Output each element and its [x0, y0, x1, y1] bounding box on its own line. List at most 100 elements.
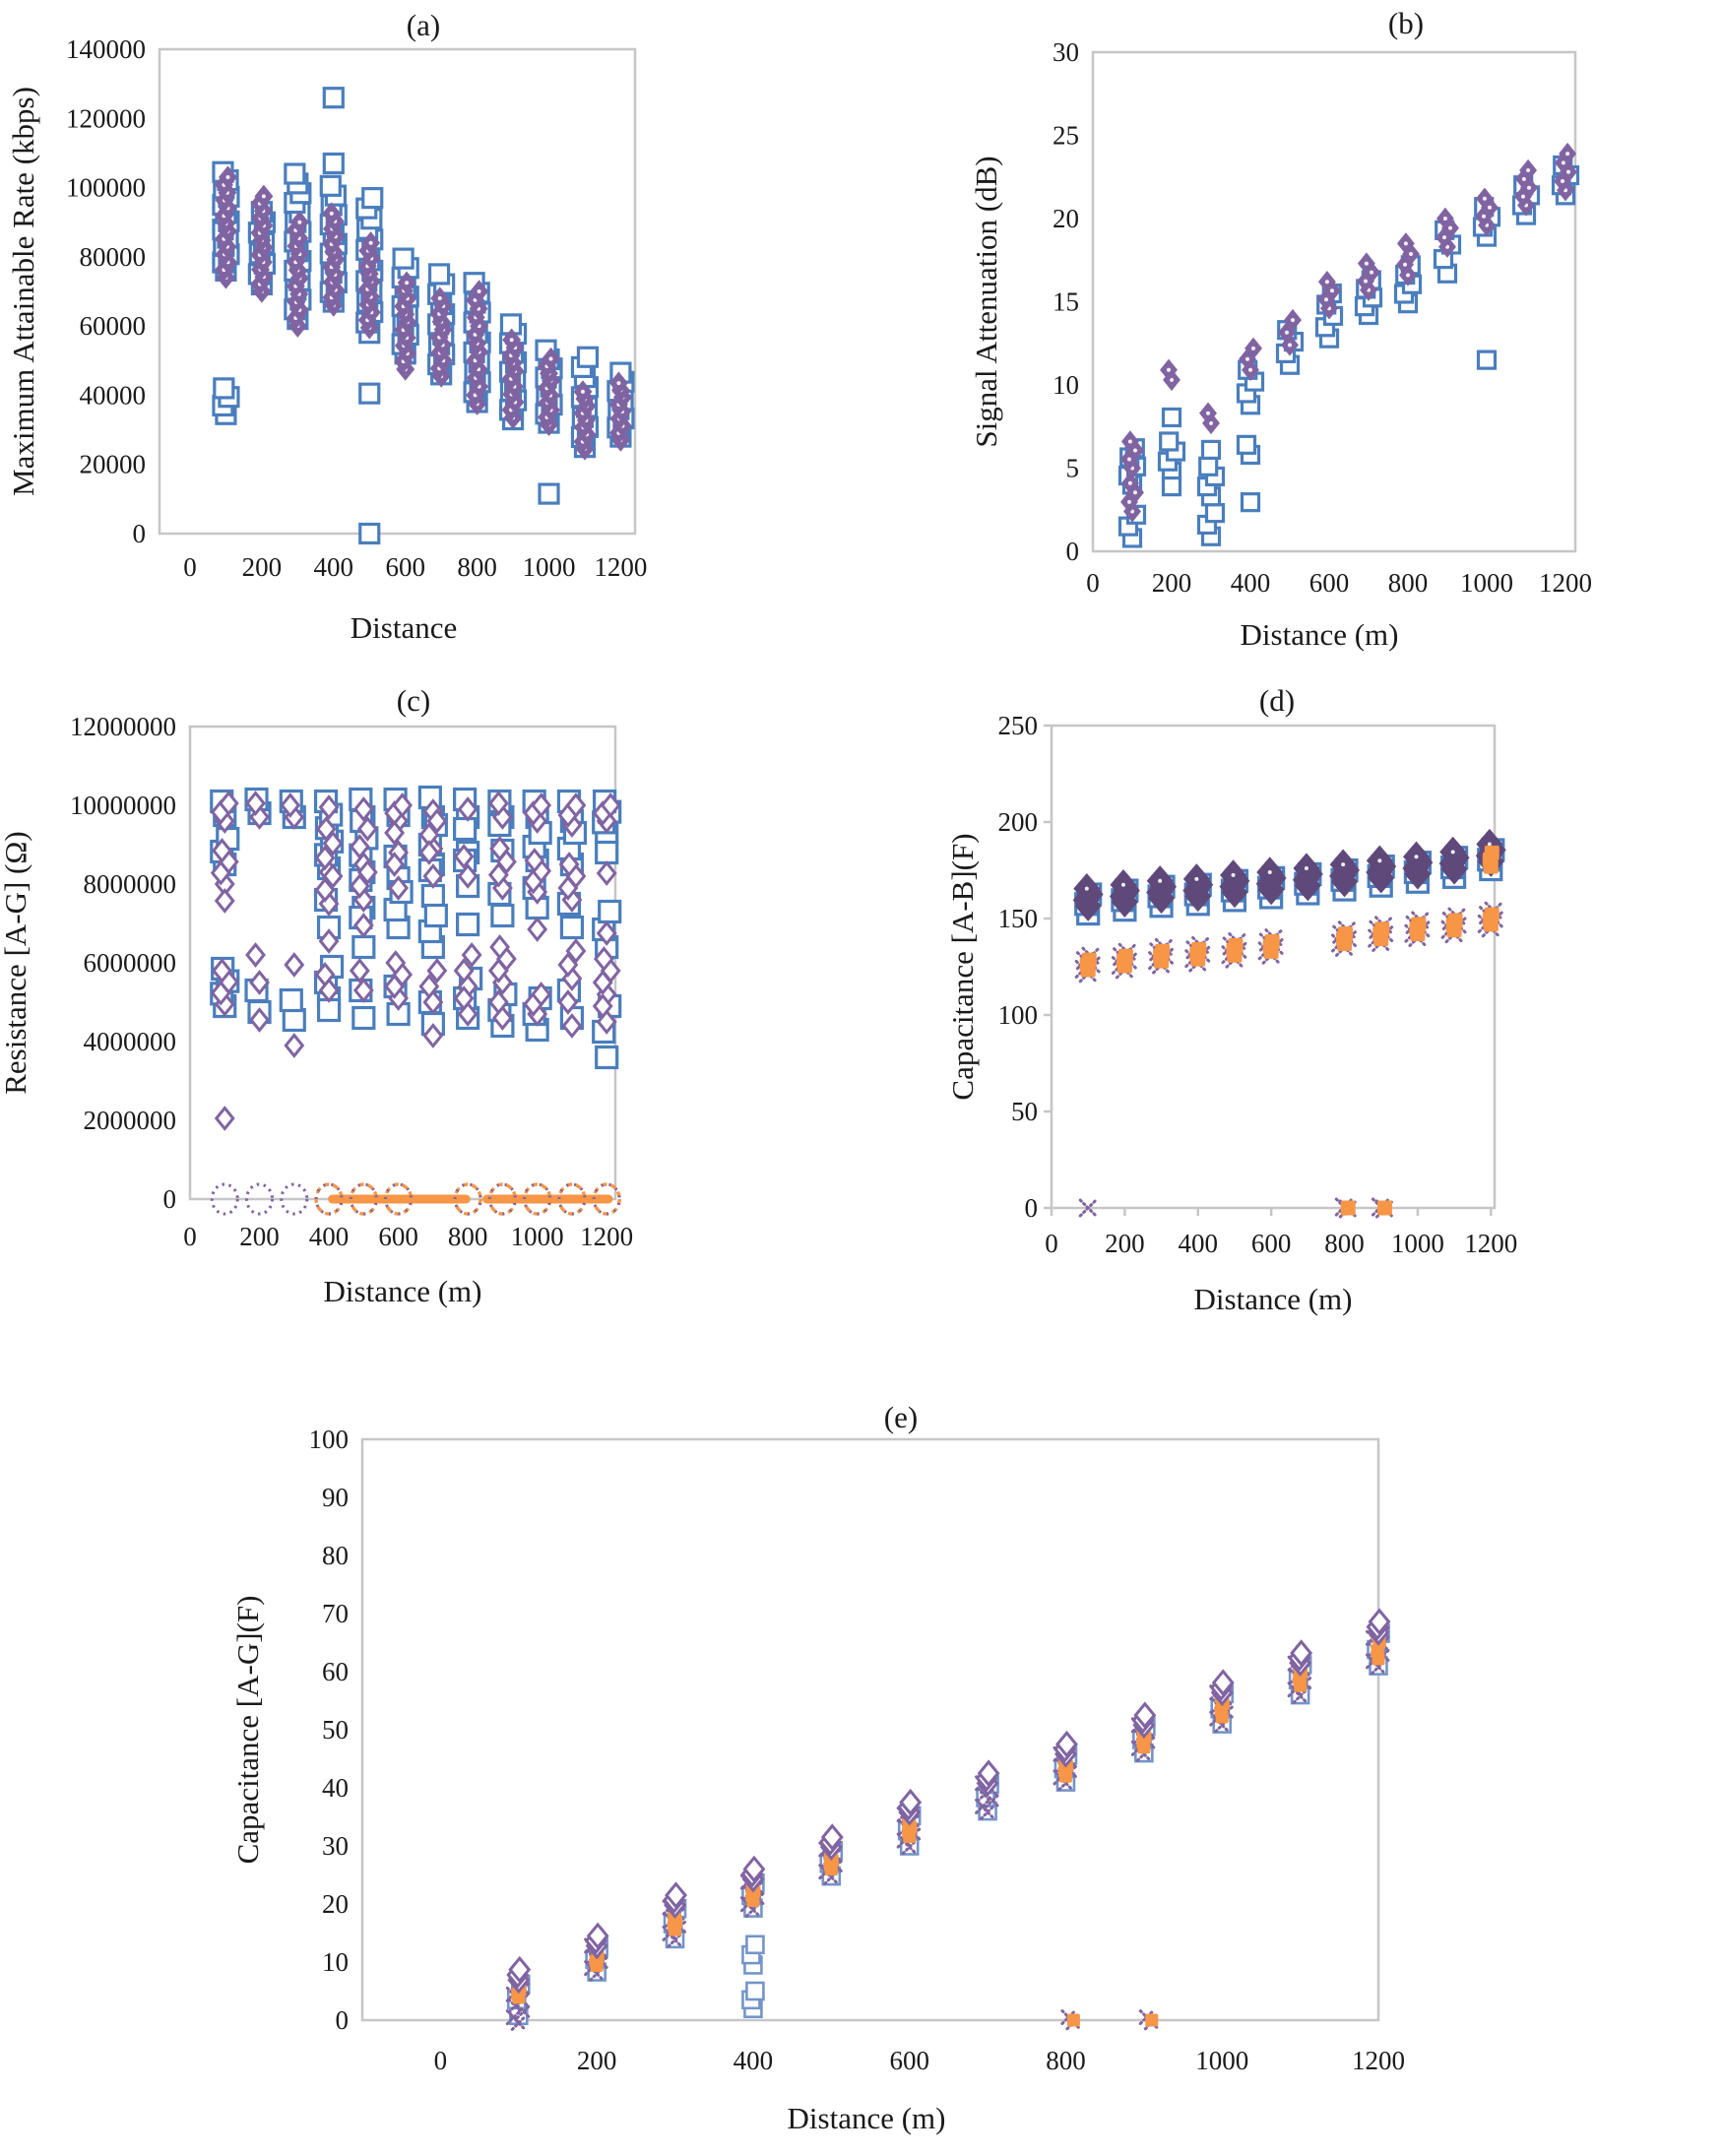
svg-text:30: 30: [1053, 37, 1079, 67]
svg-text:40: 40: [322, 1773, 349, 1803]
svg-text:50: 50: [1011, 1097, 1038, 1126]
plot-border: [1050, 724, 1497, 1210]
svg-text:800: 800: [1046, 2046, 1086, 2075]
svg-text:25: 25: [1053, 121, 1079, 151]
svg-text:1200: 1200: [594, 552, 647, 582]
svg-text:0: 0: [163, 1184, 177, 1214]
svg-text:1200: 1200: [1539, 568, 1592, 598]
svg-text:0: 0: [133, 519, 147, 548]
svg-text:400: 400: [1179, 1229, 1219, 1258]
svg-text:1000: 1000: [1460, 568, 1513, 598]
svg-text:100: 100: [309, 1425, 350, 1454]
x-axis-label: Distance (m): [1241, 617, 1399, 652]
svg-text:15: 15: [1053, 287, 1079, 317]
plot-border: [1091, 50, 1577, 553]
x-axis-label: Distance (m): [324, 1274, 482, 1308]
chart-a: 0200004000060000800001000001200001400000…: [6, 8, 647, 645]
svg-text:5: 5: [1066, 454, 1080, 483]
series-vdsl-squares: [212, 87, 635, 545]
y-axis-label: Capacitance [A-G](F): [230, 1596, 265, 1865]
panel-title: (d): [1259, 683, 1295, 718]
panel-title: (b): [1388, 6, 1424, 40]
x-axis-label: Distance (m): [1194, 1282, 1353, 1316]
svg-text:200: 200: [998, 807, 1039, 837]
svg-text:0: 0: [183, 552, 197, 582]
svg-text:1000: 1000: [511, 1222, 564, 1251]
svg-text:0: 0: [1086, 568, 1100, 598]
svg-text:0: 0: [434, 2046, 448, 2075]
svg-text:600: 600: [385, 552, 425, 582]
svg-text:140000: 140000: [66, 34, 146, 64]
svg-text:0: 0: [1066, 537, 1080, 566]
x-tick-labels: 0 200 400 600 800 1000 1200: [183, 552, 647, 582]
series-squares-blue: [210, 785, 622, 1070]
svg-text:80: 80: [322, 1541, 349, 1570]
svg-text:800: 800: [1324, 1229, 1365, 1258]
svg-text:30: 30: [322, 1831, 349, 1861]
svg-text:150: 150: [998, 904, 1039, 933]
svg-text:60000: 60000: [80, 311, 147, 341]
y-axis-label: Signal Attenuation (dB): [969, 156, 1003, 447]
svg-text:50: 50: [322, 1715, 349, 1744]
svg-text:400: 400: [314, 552, 354, 582]
svg-text:0: 0: [1025, 1193, 1039, 1223]
y-tick-labels: 0 5 10 15 20 25 30: [1053, 37, 1079, 566]
svg-text:200: 200: [242, 552, 283, 582]
svg-text:600: 600: [378, 1222, 418, 1251]
svg-text:200: 200: [1105, 1229, 1145, 1258]
svg-text:10000000: 10000000: [70, 791, 176, 820]
x-axis-label: Distance: [351, 610, 457, 645]
panel-title: (a): [407, 8, 440, 42]
svg-text:10: 10: [322, 1947, 349, 1977]
chart-b: 0 5 10 15 20 25 30 0 200 400 600 800 1000 1200 (b) Dist…: [969, 6, 1592, 652]
svg-text:400: 400: [734, 2046, 774, 2075]
panel-title: (e): [884, 1400, 918, 1434]
svg-text:100: 100: [998, 1000, 1039, 1030]
series-diamonds-purple: [210, 791, 621, 1131]
svg-text:8000000: 8000000: [84, 869, 177, 899]
y-axis-label: Capacitance [A-B](F): [945, 833, 980, 1100]
svg-text:6000000: 6000000: [84, 948, 177, 978]
plot-border: [360, 1437, 1380, 2022]
series-squares-orange: [1079, 845, 1500, 1216]
series-adsl-diamonds: [214, 165, 632, 461]
svg-text:400: 400: [1231, 568, 1271, 598]
x-tick-labels: 0 200 400 600 800 1000 1200: [183, 1222, 633, 1251]
svg-text:800: 800: [457, 552, 497, 582]
svg-text:10: 10: [1053, 370, 1079, 400]
series-squares-blue: [1117, 155, 1580, 548]
series-x-dotted-purple: [1074, 901, 1504, 1219]
svg-text:20: 20: [1053, 204, 1079, 233]
x-tick-labels: 0 200 400 600 800 1000 1200: [1045, 1229, 1517, 1258]
svg-text:120000: 120000: [66, 103, 146, 133]
svg-text:800: 800: [448, 1222, 488, 1251]
svg-text:400: 400: [309, 1222, 350, 1251]
series-circles-dashed-purple: [210, 1182, 309, 1216]
y-tick-labels: 0 20000 40000 60000 80000 100000 120000 140000: [66, 34, 146, 548]
svg-text:1200: 1200: [580, 1222, 633, 1251]
svg-text:100000: 100000: [66, 173, 146, 203]
svg-text:80000: 80000: [80, 242, 147, 272]
svg-text:200: 200: [577, 2046, 617, 2075]
svg-text:600: 600: [1251, 1229, 1292, 1258]
svg-text:0: 0: [1045, 1229, 1058, 1258]
svg-text:0: 0: [183, 1222, 197, 1251]
svg-text:1000: 1000: [1195, 2046, 1248, 2075]
series-chevrons-purple: [506, 1608, 1391, 1995]
x-tick-labels: 0 200 400 600 800 1000 1200: [1086, 568, 1592, 598]
y-tick-labels: 0 2000000 4000000 6000000 8000000 10000000 120…: [70, 712, 176, 1214]
svg-text:600: 600: [889, 2046, 929, 2075]
series-diamonds-darkpurple: [1072, 828, 1506, 921]
x-axis-label: Distance (m): [788, 2101, 946, 2135]
svg-text:0: 0: [336, 2005, 350, 2035]
y-tick-labels: 0 10 20 30 40 50 60 70 80 90 100: [309, 1425, 350, 2035]
svg-text:1000: 1000: [523, 552, 576, 582]
series-squares-orange: [511, 1621, 1386, 2027]
svg-text:1200: 1200: [1464, 1229, 1517, 1258]
series-diamonds-purple: [1120, 142, 1577, 523]
svg-text:4000000: 4000000: [84, 1027, 177, 1056]
svg-text:250: 250: [998, 711, 1039, 740]
svg-text:800: 800: [1388, 568, 1429, 598]
